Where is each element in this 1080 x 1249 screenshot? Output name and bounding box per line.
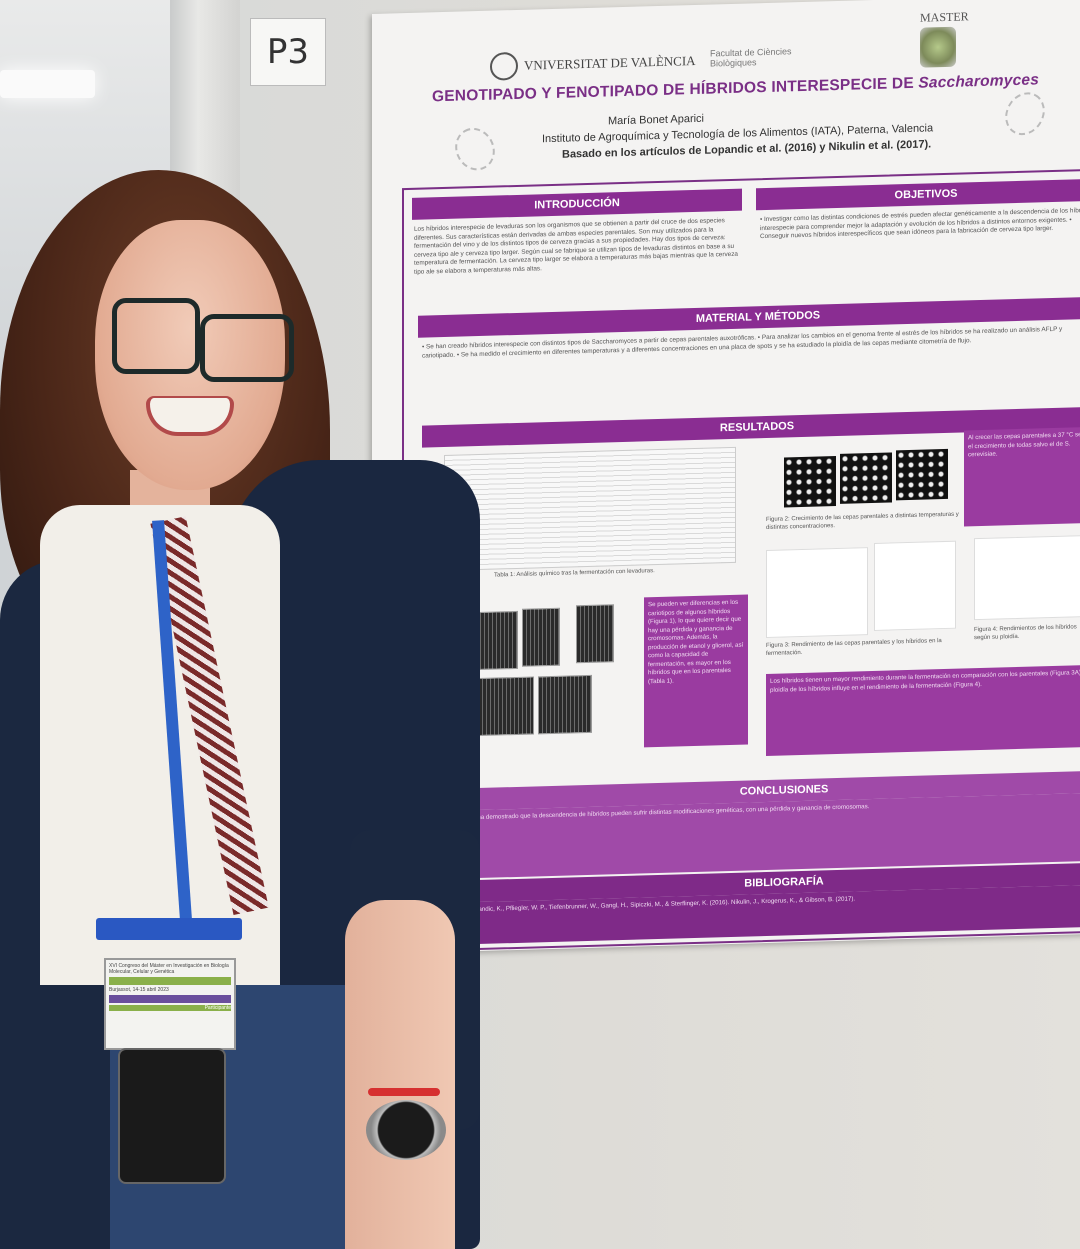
spot-plate-image — [896, 448, 948, 501]
spot-plate-image — [840, 452, 892, 504]
faculty-logo: Facultat de Ciències Biològiques — [710, 46, 792, 69]
spot-plate-image — [784, 456, 836, 508]
master-label: MASTER — [920, 9, 969, 25]
title-genus: Saccharomyces — [918, 71, 1040, 92]
objetivos-text: • Investigar como las distintas condicio… — [760, 206, 1080, 241]
fermentation-graph — [766, 547, 868, 638]
karyotype-gel-image — [538, 674, 592, 735]
glasses-icon — [112, 298, 200, 374]
dna-icon — [997, 85, 1053, 143]
badge-role: Participante — [109, 1005, 231, 1011]
badge-event-name: XVI Congreso del Máster en Investigación… — [109, 963, 229, 975]
master-logo: MASTER — [920, 9, 969, 68]
fig3-caption: Figura 3: Rendimiento de las cepas paren… — [766, 638, 942, 657]
master-emblem-icon — [920, 26, 956, 68]
poster-number-sign: P3 — [250, 18, 326, 86]
material-text: • Se han creado híbridos interespecie co… — [422, 325, 1063, 360]
fermentation-bar-graph — [874, 540, 956, 631]
section-objetivos: OBJETIVOS — [756, 178, 1080, 211]
badge-holder — [96, 918, 242, 940]
karyotype-gel-image — [522, 607, 560, 667]
badge-color-bar — [109, 977, 231, 985]
ploidy-graph — [974, 534, 1080, 621]
results-table-image — [444, 446, 736, 571]
university-seal-icon — [490, 51, 518, 81]
badge-name-bar — [109, 995, 231, 1003]
temperature-findings-box: Al crecer las cepas parentales a 37 °C s… — [964, 426, 1080, 527]
conference-badge: XVI Congreso del Máster en Investigación… — [104, 958, 236, 1050]
poster-author: María Bonet Aparici — [608, 112, 704, 128]
fig4-caption: Figura 4: Rendimientos de los híbridos s… — [974, 624, 1077, 642]
ceiling-light — [0, 70, 95, 98]
dna-icon — [447, 120, 503, 178]
badge-date: Burjassot, 14-15 abril 2023 — [109, 987, 169, 993]
smartwatch-icon — [366, 1100, 446, 1160]
fig2-caption: Figura 2: Crecimiento de las cepas paren… — [766, 511, 959, 531]
mobile-phone — [118, 1048, 226, 1184]
karyotype-gel-image — [576, 604, 614, 664]
person-arm — [345, 900, 455, 1249]
poster-content-frame: INTRODUCCIÓN OBJETIVOS Los híbridos inte… — [402, 168, 1080, 953]
fig1-findings-box: Se pueden ver diferencias en los carioti… — [644, 594, 748, 748]
results-findings-box: Los híbridos tienen un mayor rendimiento… — [766, 664, 1080, 756]
bracelet — [368, 1088, 440, 1096]
person-face — [95, 220, 285, 490]
university-name: VNIVERSITAT DE VALÈNCIA — [524, 52, 696, 73]
university-logo: VNIVERSITAT DE VALÈNCIA — [490, 47, 696, 81]
glasses-icon — [200, 314, 294, 382]
section-introduccion: INTRODUCCIÓN — [412, 188, 742, 220]
intro-text: Los híbridos interespecie de levaduras s… — [414, 217, 738, 276]
